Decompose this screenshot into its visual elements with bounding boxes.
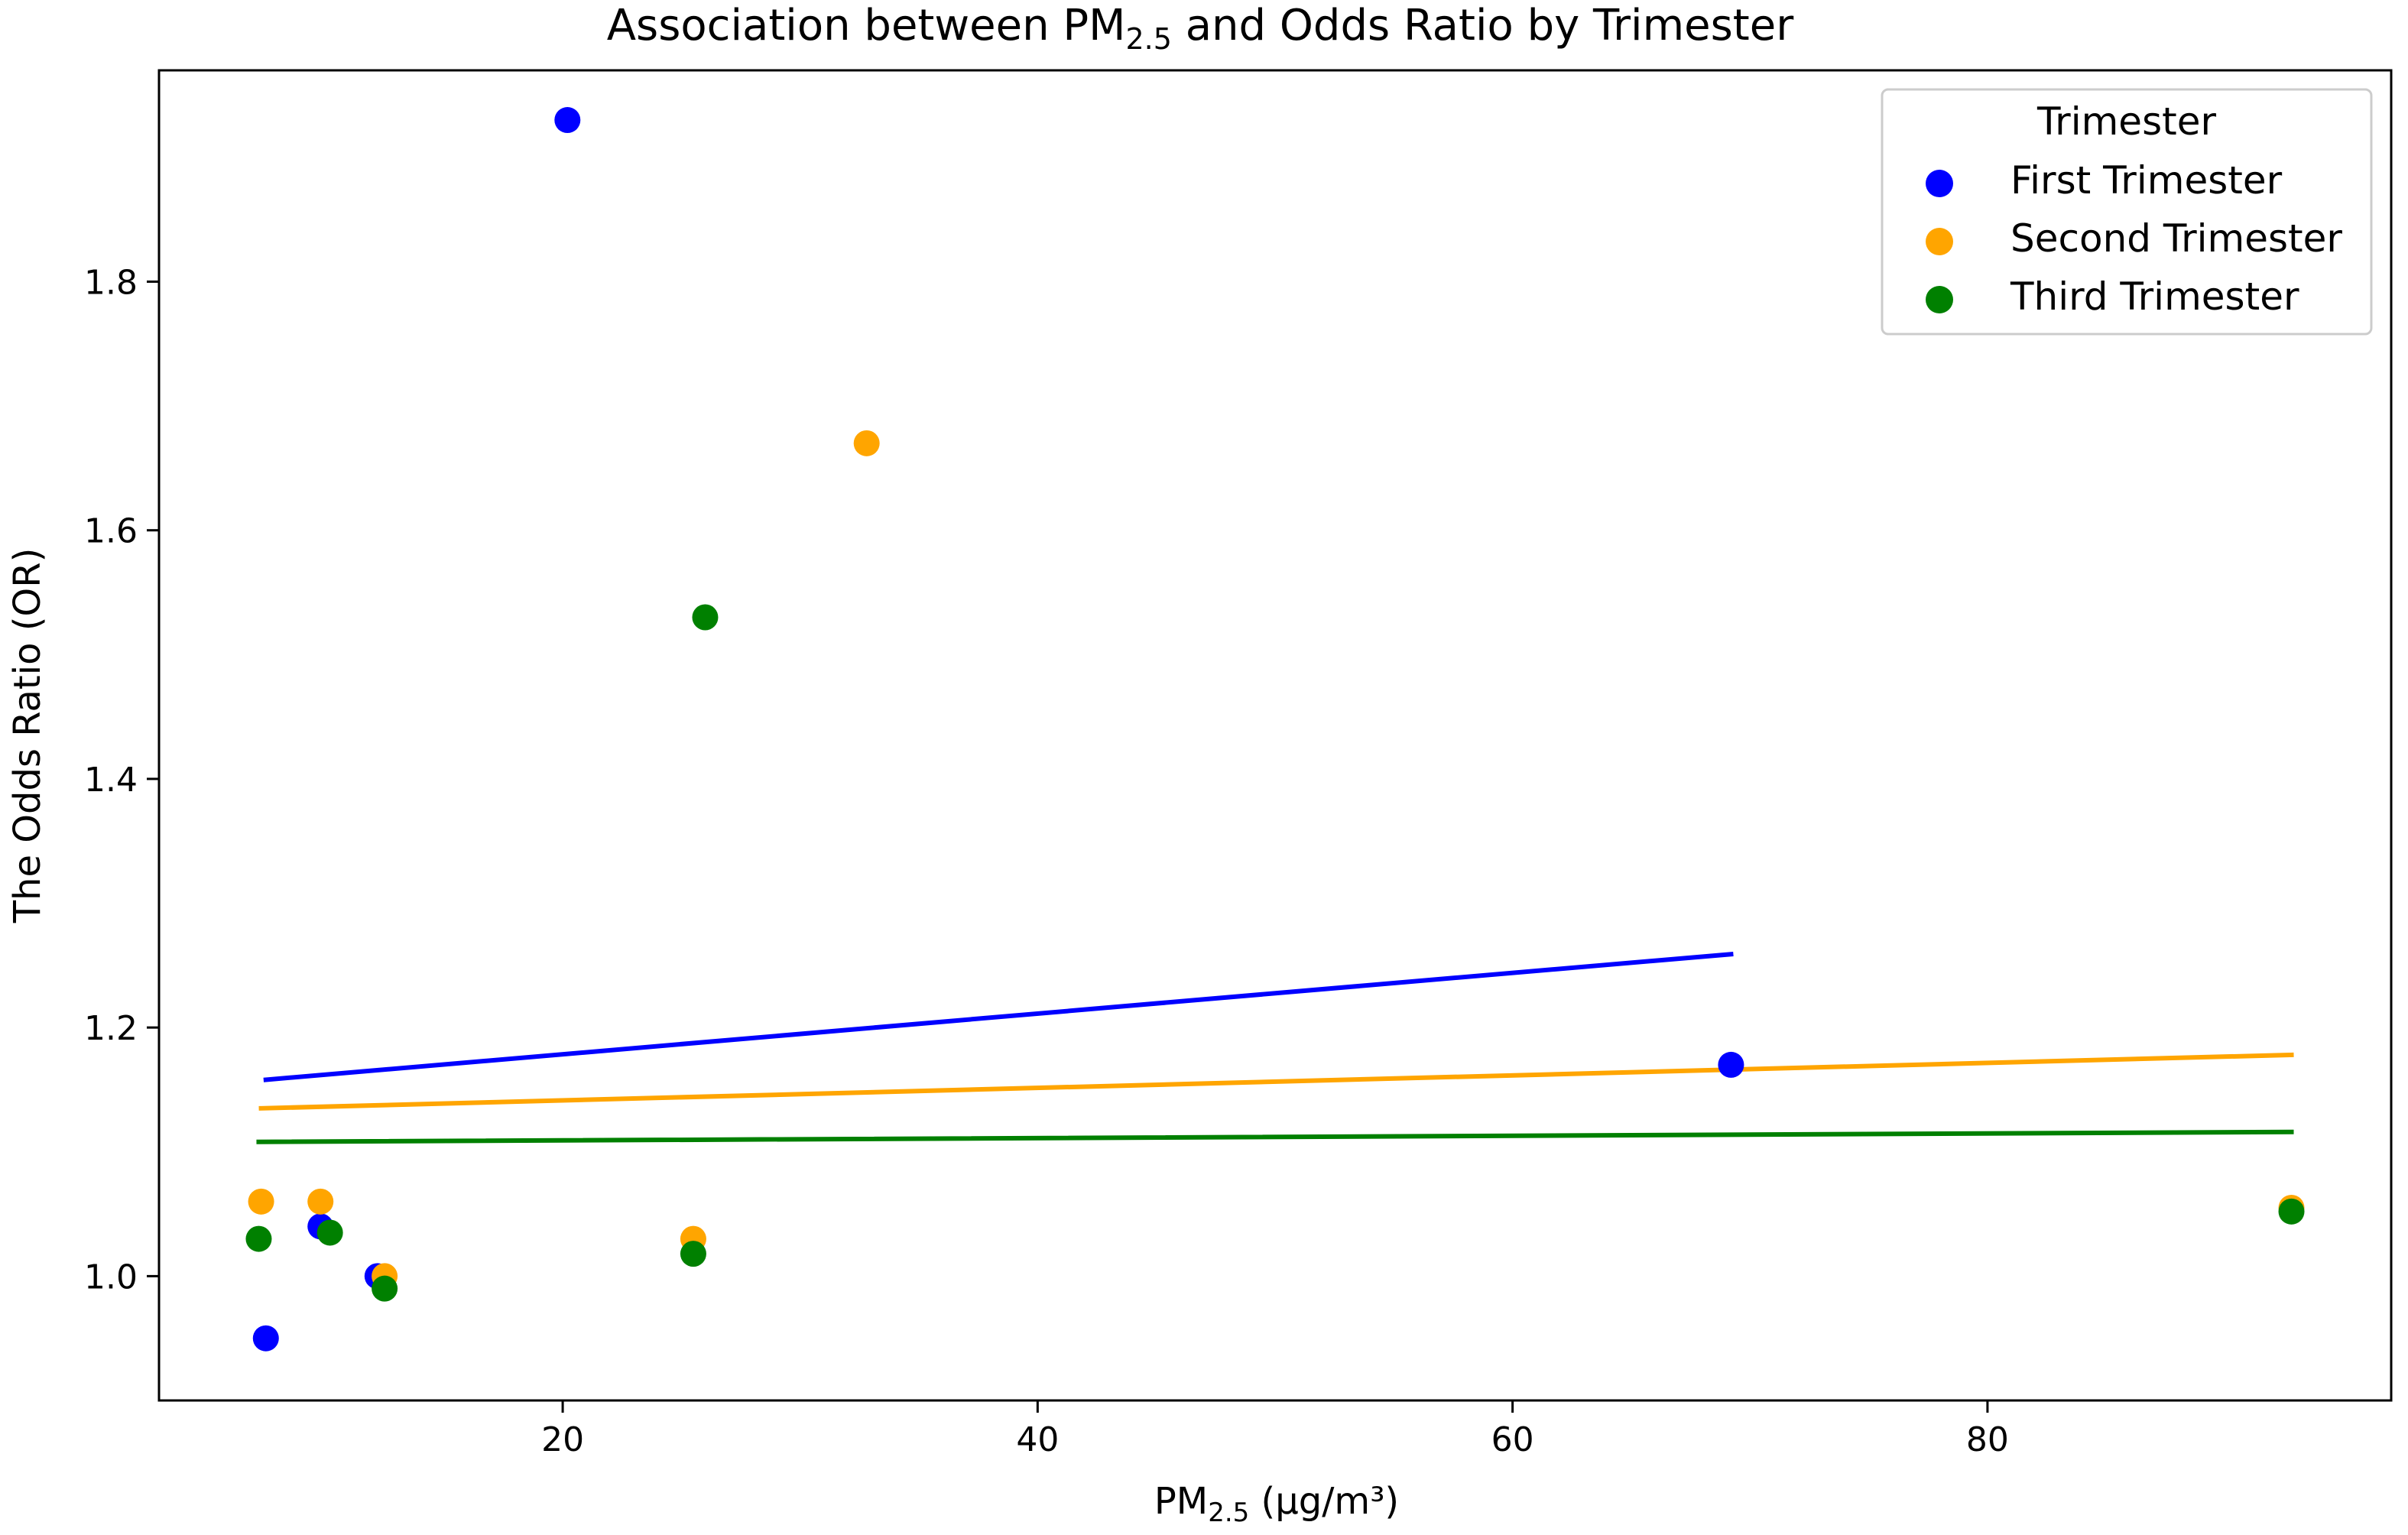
legend-marker-second-trimester (1926, 228, 1953, 255)
data-point-series-2 (307, 1188, 334, 1215)
data-point-series-1 (554, 107, 581, 134)
legend-label-second-trimester: Second Trimester (2010, 216, 2342, 261)
trend-line-series-1 (263, 951, 1734, 1082)
legend-box (1881, 88, 2373, 336)
data-point-series-3 (2278, 1198, 2305, 1225)
plot-area (157, 69, 2393, 1402)
legend-label-third-trimester: Third Trimester (2010, 274, 2299, 319)
data-point-series-1 (1718, 1051, 1744, 1078)
x-axis-label: PM2.5 (µg/m³) (1154, 1480, 1399, 1528)
legend-marker-first-trimester (1926, 170, 1953, 197)
trend-line-series-3 (256, 1129, 2294, 1144)
data-point-series-3 (316, 1219, 343, 1246)
data-points (245, 107, 2305, 1352)
data-point-series-3 (680, 1241, 706, 1267)
y-tick-label: 1.8 (84, 263, 138, 302)
data-point-series-2 (248, 1188, 274, 1215)
legend: Trimester First Trimester Second Trimest… (1881, 88, 2373, 336)
data-point-series-1 (252, 1325, 279, 1352)
y-tick-label: 1.4 (84, 761, 138, 800)
data-point-series-3 (692, 604, 719, 631)
y-tick-label: 1.0 (84, 1258, 138, 1296)
chart-title: Association between PM2.5 and Odds Ratio… (607, 1, 1794, 56)
y-axis: 1.0 1.2 1.4 1.6 1.8 (84, 263, 159, 1296)
y-axis-label: The Odds Ratio (OR) (6, 548, 49, 924)
trend-line-series-2 (258, 1052, 2294, 1111)
data-point-series-3 (372, 1275, 398, 1302)
y-tick-label: 1.6 (84, 512, 138, 551)
y-tick-label: 1.2 (84, 1009, 138, 1048)
legend-title: Trimester (2036, 99, 2217, 144)
legend-marker-third-trimester (1926, 286, 1953, 313)
x-tick-label: 20 (541, 1420, 584, 1459)
trend-lines (256, 951, 2294, 1144)
x-tick-label: 40 (1016, 1420, 1059, 1459)
data-point-series-3 (245, 1225, 272, 1252)
legend-label-first-trimester: First Trimester (2010, 158, 2283, 203)
x-axis: 20 40 60 80 (541, 1400, 2009, 1459)
x-tick-label: 60 (1491, 1420, 1534, 1459)
data-point-series-2 (853, 430, 880, 456)
x-tick-label: 80 (1966, 1420, 2009, 1459)
